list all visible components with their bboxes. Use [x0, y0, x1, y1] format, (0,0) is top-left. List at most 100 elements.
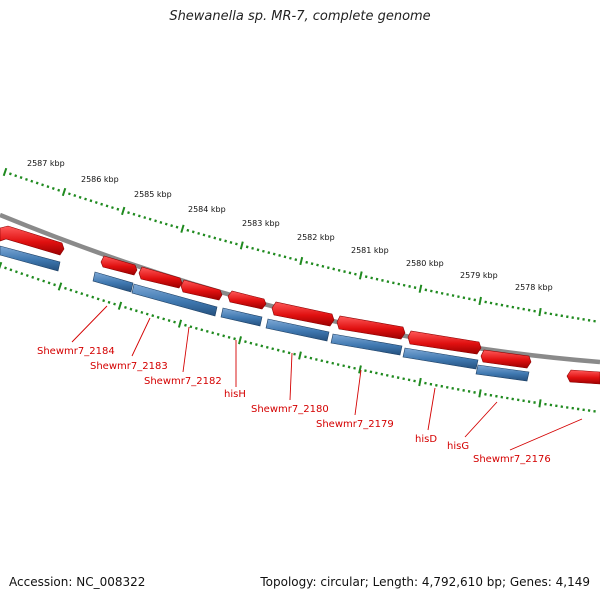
minor-tick	[276, 348, 280, 352]
minor-tick	[156, 315, 160, 319]
minor-tick	[430, 289, 433, 293]
forward-gene[interactable]	[566, 369, 600, 385]
minor-tick	[14, 270, 18, 274]
gene-label[interactable]: Shewmr7_2179	[316, 419, 394, 430]
minor-tick	[47, 281, 51, 285]
minor-tick	[369, 370, 373, 374]
reverse-gene[interactable]	[220, 307, 263, 327]
minor-tick	[402, 377, 405, 381]
scale-label: 2586 kbp	[81, 175, 119, 184]
minor-tick	[326, 266, 330, 270]
reverse-gene[interactable]	[265, 318, 330, 342]
minor-tick	[105, 204, 109, 208]
forward-gene[interactable]	[407, 330, 482, 355]
minor-tick	[342, 364, 345, 368]
minor-tick	[293, 352, 296, 356]
minor-tick	[305, 260, 309, 264]
forward-gene[interactable]	[480, 349, 532, 369]
scale-label: 2581 kbp	[351, 246, 389, 255]
minor-tick	[19, 176, 23, 180]
major-tick	[121, 206, 126, 216]
minor-tick	[304, 355, 307, 359]
minor-tick	[331, 361, 335, 365]
minor-tick	[397, 282, 401, 286]
minor-tick	[336, 363, 340, 366]
minor-tick	[191, 230, 195, 234]
minor-tick	[8, 172, 12, 176]
forward-gene[interactable]	[271, 301, 335, 327]
minor-tick	[85, 293, 89, 297]
minor-tick	[107, 300, 111, 304]
minor-tick	[67, 192, 71, 196]
minor-tick	[511, 305, 515, 309]
major-tick	[239, 241, 244, 250]
minor-tick	[167, 319, 171, 322]
minor-tick	[391, 375, 395, 378]
major-tick	[299, 256, 304, 266]
minor-tick	[484, 300, 487, 304]
minor-tick	[527, 308, 531, 312]
forward-gene[interactable]	[227, 290, 267, 310]
minor-tick	[173, 320, 176, 324]
minor-tick	[134, 309, 138, 313]
minor-tick	[320, 359, 324, 363]
minor-tick	[129, 307, 133, 311]
minor-tick	[287, 351, 291, 355]
forward-gene[interactable]	[100, 255, 138, 276]
scale-labels: 2587 kbp 2586 kbp 2585 kbp 2584 kbp 2583…	[27, 159, 553, 292]
minor-tick	[69, 288, 73, 292]
minor-tick	[132, 212, 136, 216]
minor-tick	[224, 239, 227, 243]
gene-label[interactable]: Shewmr7_2176	[473, 454, 551, 465]
minor-tick	[473, 390, 476, 394]
major-tick	[358, 271, 363, 280]
minor-tick	[20, 272, 24, 276]
gene-label[interactable]: hisG	[447, 441, 469, 452]
minor-tick	[282, 350, 285, 353]
reverse-gene[interactable]	[330, 333, 403, 356]
reverse-gene[interactable]	[402, 347, 479, 370]
major-tick	[2, 167, 8, 177]
gene-label[interactable]: Shewmr7_2183	[90, 361, 168, 372]
minor-tick	[202, 233, 206, 237]
genome-summary-text: Topology: circular; Length: 4,792,610 bp…	[260, 575, 590, 589]
major-tick	[538, 307, 542, 317]
minor-tick	[396, 376, 400, 380]
gene-label[interactable]: hisD	[415, 434, 437, 445]
reverse-gene[interactable]	[92, 271, 134, 293]
forward-gene[interactable]	[138, 266, 183, 289]
minor-tick	[445, 385, 449, 389]
minor-tick	[218, 238, 222, 241]
minor-tick	[451, 294, 455, 297]
minor-tick	[244, 340, 247, 344]
reverse-gene[interactable]	[0, 245, 61, 272]
minor-tick	[91, 295, 95, 299]
reverse-gene[interactable]	[131, 283, 218, 317]
forward-gene[interactable]	[180, 279, 223, 301]
forward-gene[interactable]	[0, 225, 65, 256]
minor-tick	[80, 292, 84, 296]
scale-label: 2585 kbp	[134, 190, 172, 199]
scale-label: 2584 kbp	[188, 205, 226, 214]
minor-tick	[222, 334, 226, 338]
forward-gene[interactable]	[336, 315, 406, 340]
major-tick	[418, 377, 422, 387]
major-tick	[538, 399, 542, 408]
minor-tick	[74, 290, 78, 294]
major-tick	[418, 284, 423, 293]
minor-tick	[84, 197, 87, 201]
reverse-gene[interactable]	[475, 364, 530, 382]
gene-label[interactable]: Shewmr7_2184	[37, 346, 115, 357]
minor-tick	[194, 326, 198, 330]
minor-tick	[347, 365, 351, 369]
minor-tick	[46, 185, 50, 189]
minor-tick	[35, 181, 39, 185]
minor-tick	[41, 183, 44, 187]
gene-label[interactable]: Shewmr7_2182	[144, 376, 222, 387]
minor-tick	[375, 371, 378, 375]
gene-label[interactable]: hisH	[224, 389, 246, 400]
minor-tick	[256, 248, 260, 252]
major-tick	[117, 301, 123, 310]
gene-label[interactable]: Shewmr7_2180	[251, 404, 329, 415]
scale-label: 2579 kbp	[460, 271, 498, 280]
